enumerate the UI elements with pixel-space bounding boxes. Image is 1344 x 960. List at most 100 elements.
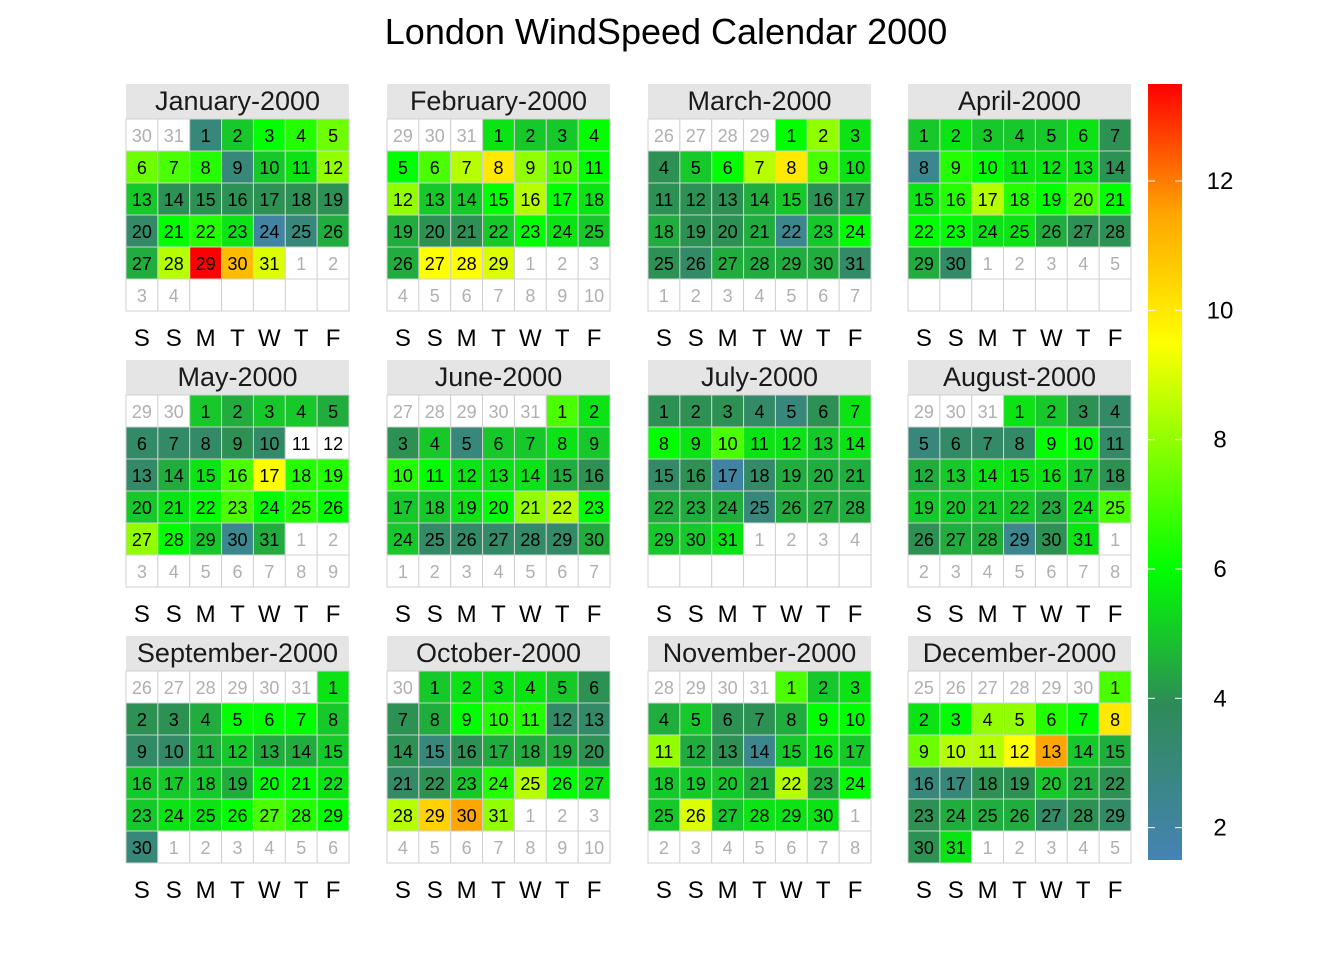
day-number: 10 (164, 742, 184, 762)
day-number: 28 (291, 806, 311, 826)
weekday-label: T (1076, 601, 1091, 628)
day-number: 21 (1105, 190, 1125, 210)
adjacent-day-number: 9 (557, 286, 567, 306)
adjacent-day-cell (418, 554, 452, 588)
day-cell (386, 458, 420, 492)
day-number: 23 (1041, 498, 1061, 518)
day-number: 28 (749, 254, 769, 274)
weekday-label: W (780, 601, 803, 628)
day-number: 5 (786, 402, 796, 422)
day-cell (711, 734, 745, 768)
day-number: 17 (259, 190, 279, 210)
day-cell (284, 734, 318, 768)
day-number: 19 (393, 222, 413, 242)
day-number: 11 (292, 158, 311, 178)
day-number: 16 (686, 466, 706, 486)
day-number: 23 (520, 222, 540, 242)
adjacent-day-number: 9 (328, 562, 338, 582)
day-cell (577, 118, 611, 152)
day-number: 7 (169, 434, 179, 454)
weekday-label: M (196, 877, 216, 904)
adjacent-day-number: 1 (983, 254, 993, 274)
day-cell (774, 182, 808, 216)
day-number: 6 (589, 678, 599, 698)
month-header (648, 636, 871, 671)
adjacent-day-number: 27 (393, 402, 413, 422)
day-number: 28 (457, 254, 477, 274)
day-cell (711, 798, 745, 832)
adjacent-day-number: 26 (946, 678, 966, 698)
day-number: 23 (813, 222, 833, 242)
day-number: 5 (328, 402, 338, 422)
weekday-label: M (457, 601, 477, 628)
day-number: 31 (718, 530, 738, 550)
adjacent-day-cell (1066, 278, 1100, 312)
adjacent-day-number: 27 (686, 126, 706, 146)
day-number: 4 (430, 434, 440, 454)
adjacent-day-number: 7 (589, 562, 599, 582)
day-cell (647, 766, 681, 800)
adjacent-day-number: 3 (723, 286, 733, 306)
weekday-label: S (688, 877, 704, 904)
day-number: 2 (1046, 402, 1056, 422)
day-cell (125, 182, 159, 216)
weekday-label: M (718, 325, 738, 352)
day-cell (806, 426, 840, 460)
day-number: 29 (425, 806, 445, 826)
day-cell (125, 150, 159, 184)
adjacent-day-number: 5 (786, 286, 796, 306)
day-cell (450, 798, 484, 832)
day-cell (418, 458, 452, 492)
day-cell (907, 150, 941, 184)
day-number: 10 (259, 158, 279, 178)
day-cell (907, 830, 941, 864)
day-cell (545, 458, 579, 492)
day-number: 5 (691, 158, 701, 178)
day-number: 22 (781, 774, 801, 794)
adjacent-day-cell (1098, 246, 1132, 280)
day-number: 19 (552, 742, 572, 762)
day-number: 18 (654, 222, 674, 242)
adjacent-day-number: 6 (786, 838, 796, 858)
day-number: 13 (132, 466, 152, 486)
day-number: 14 (164, 466, 184, 486)
day-number: 21 (457, 222, 477, 242)
day-number: 9 (1046, 434, 1056, 454)
day-cell (284, 490, 318, 524)
day-cell (1098, 490, 1132, 524)
day-cell (774, 670, 808, 704)
day-number: 8 (919, 158, 929, 178)
day-cell (450, 214, 484, 248)
day-cell (1098, 182, 1132, 216)
adjacent-day-number: 1 (398, 562, 408, 582)
adjacent-day-number: 28 (654, 678, 674, 698)
day-cell (743, 182, 776, 216)
adjacent-day-number: 2 (659, 838, 669, 858)
adjacent-day-number: 5 (1110, 254, 1120, 274)
adjacent-day-number: 5 (755, 838, 765, 858)
weekday-label: F (587, 325, 602, 352)
day-cell (450, 150, 484, 184)
adjacent-day-number: 8 (525, 286, 535, 306)
day-cell (1034, 702, 1068, 736)
day-cell (1098, 458, 1132, 492)
weekday-label: F (326, 325, 341, 352)
day-number: 14 (978, 466, 998, 486)
day-number: 5 (919, 434, 929, 454)
day-number: 16 (227, 466, 247, 486)
day-number: 3 (983, 126, 993, 146)
adjacent-day-cell (1098, 554, 1132, 588)
day-cell (647, 798, 681, 832)
adjacent-day-cell (450, 118, 484, 152)
adjacent-day-number: 31 (978, 402, 998, 422)
day-number: 8 (659, 434, 669, 454)
day-number: 26 (781, 498, 801, 518)
day-number: 25 (584, 222, 604, 242)
day-number: 29 (1105, 806, 1125, 826)
day-cell (513, 522, 547, 556)
day-number: 27 (1041, 806, 1061, 826)
day-number: 10 (488, 710, 508, 730)
